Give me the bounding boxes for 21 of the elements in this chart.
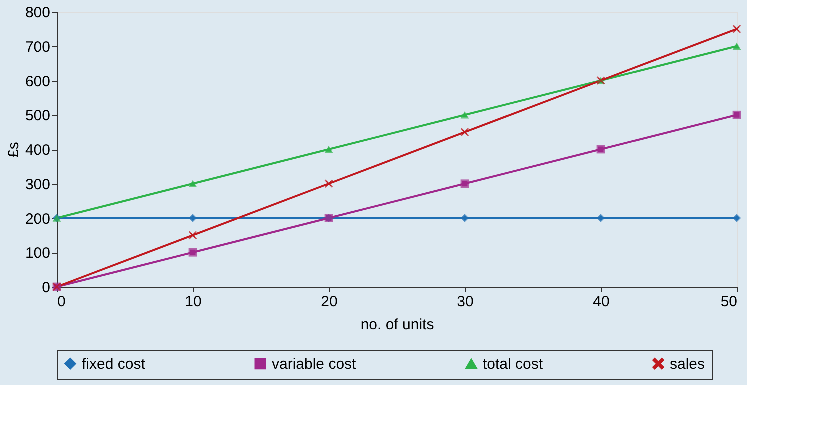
y-tick-label: 400 bbox=[25, 142, 50, 159]
legend-label: sales bbox=[670, 356, 706, 373]
y-tick-label: 700 bbox=[25, 38, 50, 56]
x-tick-label: 40 bbox=[593, 294, 610, 310]
x-tick-label: 10 bbox=[185, 294, 202, 310]
x-tick-label: 0 bbox=[58, 294, 66, 310]
y-tick-label: 200 bbox=[25, 210, 50, 228]
y-tick-label: 500 bbox=[25, 108, 50, 125]
y-tick-label: 0 bbox=[42, 280, 50, 296]
x-axis-title: no. of units bbox=[360, 316, 434, 334]
legend-label: total cost bbox=[483, 356, 544, 374]
legend-label: fixed cost bbox=[82, 356, 146, 373]
y-tick-label: 600 bbox=[25, 73, 50, 90]
x-tick-label: 50 bbox=[720, 294, 738, 310]
y-axis-title: £s bbox=[5, 142, 22, 158]
x-tick-label: 20 bbox=[321, 294, 338, 310]
x-tick-label: 30 bbox=[457, 294, 474, 310]
y-tick-label: 800 bbox=[25, 4, 50, 22]
y-tick-label: 300 bbox=[25, 176, 50, 194]
legend-label: variable cost bbox=[272, 356, 358, 373]
y-tick-label: 100 bbox=[25, 245, 50, 262]
